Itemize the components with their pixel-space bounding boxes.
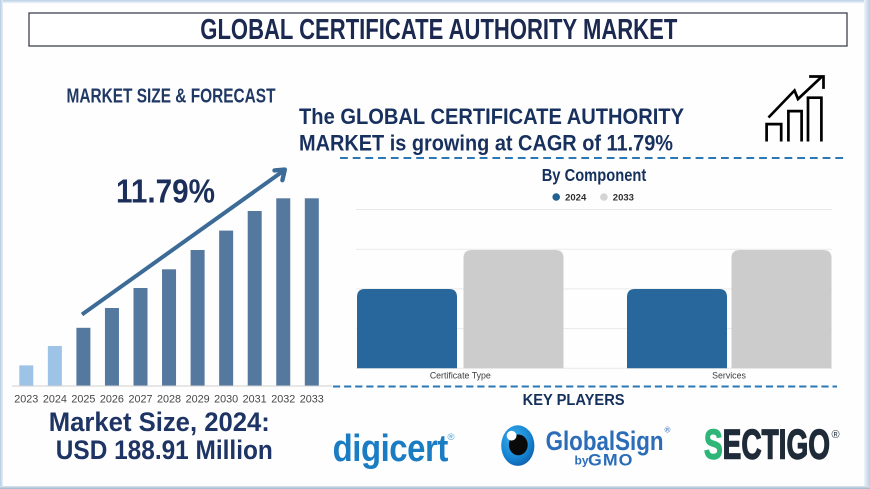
- svg-text:GMO: GMO: [588, 450, 634, 469]
- svg-text:The GLOBAL CERTIFICATE AUTHORI: The GLOBAL CERTIFICATE AUTHORITY: [299, 104, 684, 129]
- svg-text:®: ®: [665, 426, 671, 435]
- svg-text:KEY PLAYERS: KEY PLAYERS: [523, 392, 625, 409]
- svg-text:2023: 2023: [14, 394, 38, 406]
- svg-text:2033: 2033: [300, 394, 324, 406]
- svg-text:MARKET is growing at CAGR of 1: MARKET is growing at CAGR of 11.79%: [299, 131, 673, 156]
- svg-text:Services: Services: [712, 371, 746, 381]
- svg-text:®: ®: [448, 432, 455, 443]
- svg-text:GlobalSign: GlobalSign: [546, 426, 664, 456]
- svg-text:USD 188.91 Million: USD 188.91 Million: [56, 435, 273, 465]
- svg-text:SECTIGO: SECTIGO: [704, 421, 830, 468]
- svg-text:2026: 2026: [100, 394, 124, 406]
- svg-text:By Component: By Component: [542, 165, 647, 185]
- svg-text:11.79%: 11.79%: [116, 173, 215, 210]
- svg-text:®: ®: [832, 429, 840, 441]
- svg-text:2031: 2031: [243, 394, 267, 406]
- svg-text:GLOBAL CERTIFICATE AUTHORITY M: GLOBAL CERTIFICATE AUTHORITY MARKET: [200, 14, 677, 46]
- svg-text:Market Size, 2024:: Market Size, 2024:: [49, 407, 270, 437]
- svg-text:2028: 2028: [157, 394, 181, 406]
- svg-text:by: by: [575, 454, 589, 468]
- svg-text:2024: 2024: [43, 394, 67, 406]
- svg-text:2024: 2024: [565, 192, 587, 203]
- svg-text:Certificate Type: Certificate Type: [430, 371, 491, 381]
- svg-text:digicert: digicert: [333, 428, 449, 470]
- svg-text:2029: 2029: [186, 394, 210, 406]
- svg-text:2030: 2030: [214, 394, 238, 406]
- svg-text:2032: 2032: [271, 394, 295, 406]
- svg-text:2025: 2025: [71, 394, 95, 406]
- svg-text:2027: 2027: [128, 394, 152, 406]
- svg-text:2033: 2033: [613, 192, 634, 203]
- svg-text:MARKET SIZE & FORECAST: MARKET SIZE & FORECAST: [67, 85, 276, 107]
